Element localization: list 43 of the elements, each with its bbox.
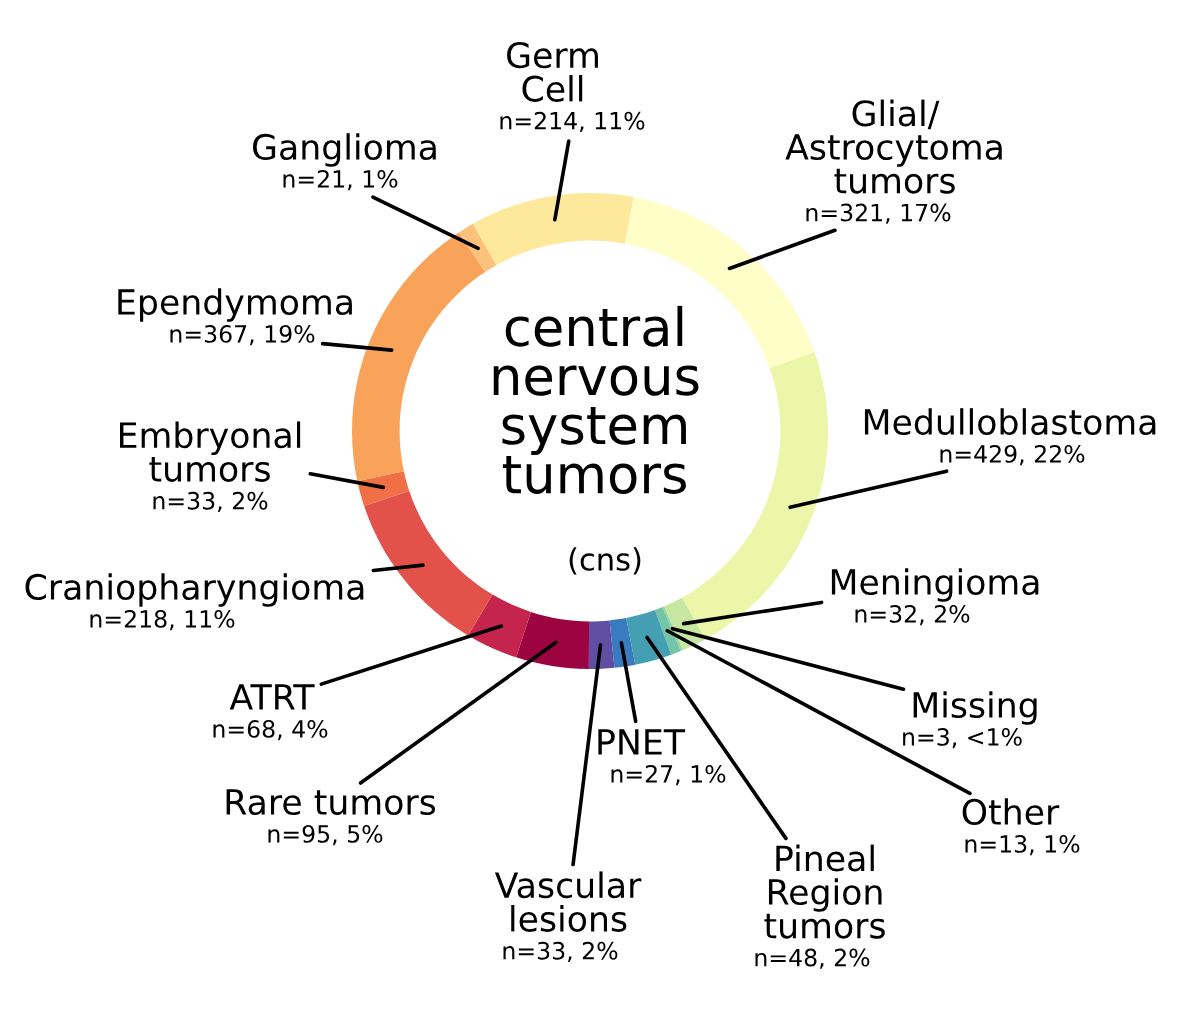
donut-slice — [626, 609, 672, 665]
data-label: n=27, 1% — [611, 765, 726, 786]
donut-slice — [588, 620, 615, 669]
data-label: n=95, 5% — [268, 825, 383, 846]
data-label: n=214, 11% — [500, 111, 645, 133]
data-label: n=367, 19% — [170, 325, 315, 346]
donut-slice — [516, 612, 590, 669]
data-label: n=32, 2% — [855, 605, 970, 626]
data-label: n=21, 1% — [283, 170, 398, 191]
slice-label: Glial/ Astrocytoma tumors — [785, 99, 1002, 194]
data-label: n=429, 22% — [940, 445, 1085, 466]
donut-slice — [352, 232, 486, 482]
donut-slice — [458, 223, 497, 273]
slice-label: ATRT — [229, 684, 315, 710]
donut-slice — [654, 607, 681, 655]
data-label: n=3, <1% — [903, 728, 1022, 749]
slice-label: Ganglioma — [253, 133, 436, 167]
slice-label: Meningioma — [831, 568, 1039, 602]
slice-label: Rare tumors — [226, 789, 436, 816]
slice-label: Pineal Region tumors — [764, 844, 885, 939]
donut-slice — [472, 193, 634, 266]
text: central nervous system tumors — [493, 305, 699, 494]
donut-slice — [364, 490, 493, 636]
donut-slice — [609, 617, 636, 668]
data-label: n=48, 2% — [755, 948, 870, 969]
slice-label: Missing — [913, 691, 1037, 725]
slice-label: Vascular lesions — [494, 871, 642, 932]
slice-label: Ependymoma — [118, 288, 352, 322]
data-label: n=33, 2% — [153, 491, 268, 513]
data-label: n=218, 11% — [90, 610, 235, 631]
slice-label: Other — [962, 798, 1060, 826]
donut-slice — [357, 471, 410, 506]
donut-slice — [468, 594, 531, 658]
slice-label: Embryonal tumors — [120, 421, 301, 482]
data-label: n=68, 4% — [213, 720, 328, 741]
slice-label: PNET — [598, 729, 686, 755]
text: (cns) — [569, 547, 641, 575]
slice-label: Germ Cell — [507, 42, 598, 102]
data-label: n=13, 1% — [965, 835, 1080, 856]
slice-label: Craniopharyngioma — [25, 573, 364, 607]
data-label: n=321, 17% — [806, 203, 951, 224]
slice-label: Medulloblastoma — [864, 408, 1156, 436]
data-label: n=33, 2% — [503, 941, 618, 963]
